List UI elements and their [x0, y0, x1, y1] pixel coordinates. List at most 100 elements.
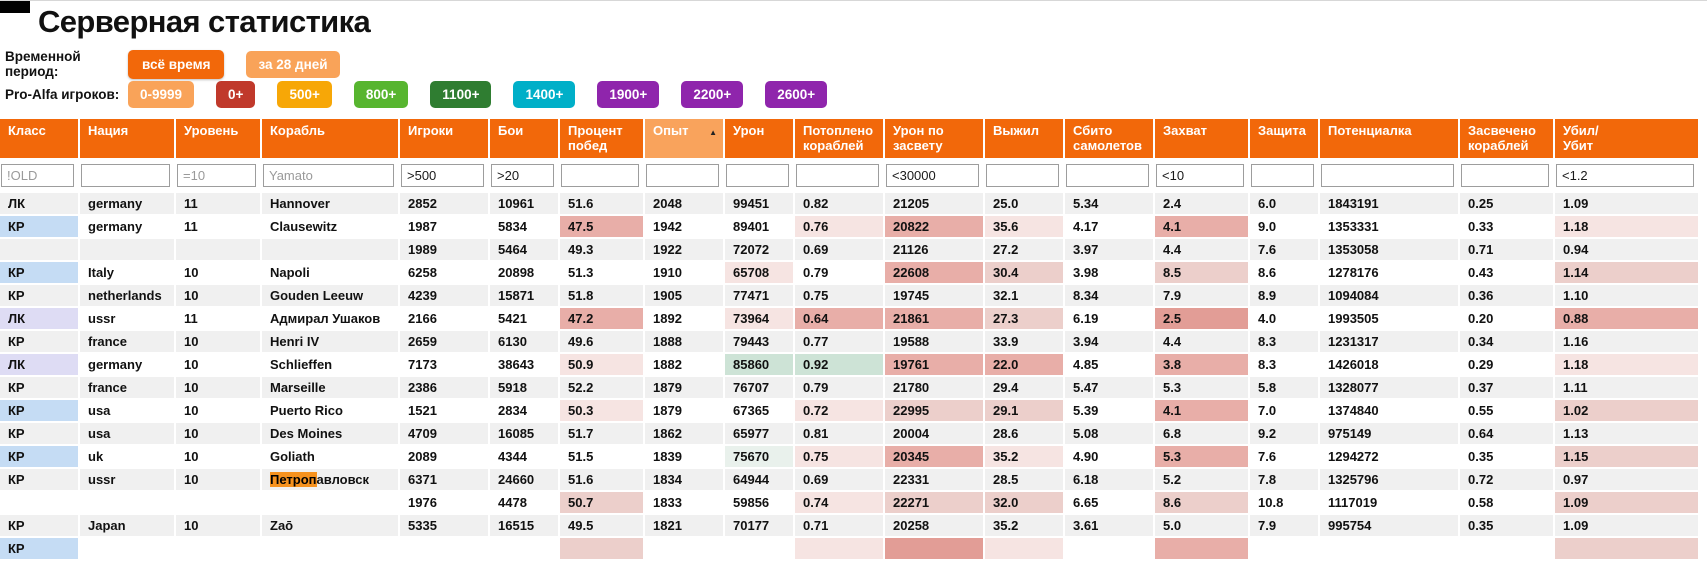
- filter-input-урон-по-засвету[interactable]: [886, 163, 979, 187]
- column-header-корабль[interactable]: Корабль: [262, 119, 400, 158]
- time-filter-button-за-28-дней[interactable]: за 28 дней: [246, 50, 340, 78]
- column-header-label: Игроки: [408, 123, 454, 138]
- cell-win-rate: 51.8: [560, 284, 645, 308]
- column-header-label: Бои: [498, 123, 524, 138]
- cell-ship-name[interactable]: Адмирал Ушаков: [262, 307, 400, 331]
- cell-ships-spotted: 0.36: [1460, 284, 1555, 308]
- column-header-бои[interactable]: Бои: [490, 119, 560, 158]
- filter-input-урон[interactable]: [726, 163, 789, 187]
- rating-filter-button-0+[interactable]: 0+: [216, 80, 256, 108]
- cell-planes-shot: 6.18: [1065, 468, 1155, 492]
- cell-win-rate: 51.6: [560, 468, 645, 492]
- column-header-защита[interactable]: Защита: [1250, 119, 1320, 158]
- rating-filter-button-2200+[interactable]: 2200+: [681, 80, 744, 108]
- cell-exp: 1821: [645, 514, 725, 538]
- column-header-урон-по-засвету[interactable]: Урон по засвету: [885, 119, 985, 158]
- filter-input-опыт[interactable]: [646, 163, 719, 187]
- table-row: ЛК germany 11 Hannover 2852 10961 51.6 2048 9945…: [0, 192, 1700, 216]
- cell-ship-name[interactable]: [262, 238, 400, 262]
- column-header-игроки[interactable]: Игроки: [400, 119, 490, 158]
- column-header-процент-побед[interactable]: Процент побед: [560, 119, 645, 158]
- rating-filter-button-1100+[interactable]: 1100+: [430, 80, 492, 108]
- cell-spotting-damage: 20258: [885, 514, 985, 538]
- column-header-потенциалка[interactable]: Потенциалка: [1320, 119, 1460, 158]
- filter-input-защита[interactable]: [1251, 163, 1314, 187]
- cell-spotting-damage: 21780: [885, 376, 985, 400]
- time-filter-button-всё-время[interactable]: всё время: [128, 49, 225, 79]
- cell-survived: 28.6: [985, 422, 1065, 446]
- rating-filter-button-1400+[interactable]: 1400+: [513, 80, 576, 108]
- cell-exp: 1839: [645, 445, 725, 469]
- column-header-выжил[interactable]: Выжил: [985, 119, 1065, 158]
- cell-ship-name[interactable]: Clausewitz: [262, 215, 400, 239]
- filter-input-класс[interactable]: [1, 163, 74, 187]
- filter-input-корабль[interactable]: [263, 163, 394, 187]
- column-header-сбито-самолетов[interactable]: Сбито самолетов: [1065, 119, 1155, 158]
- cell-ship-name[interactable]: Петропавловск: [262, 468, 400, 492]
- column-header-класс[interactable]: Класс: [0, 119, 80, 158]
- cell-players: 1987: [400, 215, 490, 239]
- filter-input-засвечено-кораблей[interactable]: [1461, 163, 1549, 187]
- filter-input-уровень[interactable]: [177, 163, 256, 187]
- cell-defense: 5.8: [1250, 376, 1320, 400]
- filter-input-потоплено-кораблей[interactable]: [796, 163, 879, 187]
- cell-ship-name[interactable]: Des Moines: [262, 422, 400, 446]
- cell-kill-death: 1.13: [1555, 422, 1700, 446]
- rating-filter-button-800+[interactable]: 800+: [353, 80, 409, 108]
- filter-input-потенциалка[interactable]: [1321, 163, 1454, 187]
- rating-filter-button-1900+[interactable]: 1900+: [597, 80, 660, 108]
- table-row: КР france 10 Marseille 2386 5918 52.2 1879 76707…: [0, 376, 1700, 400]
- cell-defense: 9.0: [1250, 215, 1320, 239]
- cell-planes-shot: [1065, 537, 1155, 561]
- cell-ship-name[interactable]: Napoli: [262, 261, 400, 285]
- filter-input-захват[interactable]: [1156, 163, 1244, 187]
- cell-ships-sunk: 0.74: [795, 491, 885, 515]
- cell-ship-name[interactable]: Goliath: [262, 445, 400, 469]
- rating-filter-button-2600+[interactable]: 2600+: [765, 80, 828, 108]
- filter-input-выжил[interactable]: [986, 163, 1059, 187]
- filter-input-сбито-самолетов[interactable]: [1066, 163, 1149, 187]
- cell-level: 11: [176, 215, 262, 239]
- column-header-убил-убит[interactable]: Убил/Убит: [1555, 119, 1700, 158]
- rating-filter-button-500+[interactable]: 500+: [277, 80, 332, 108]
- cell-ship-name[interactable]: Gouden Leeuw: [262, 284, 400, 308]
- column-header-уровень[interactable]: Уровень: [176, 119, 262, 158]
- filter-input-процент-побед[interactable]: [561, 163, 639, 187]
- cell-ship-name[interactable]: Schlieffen: [262, 353, 400, 377]
- cell-damage: 73964: [725, 307, 795, 331]
- column-header-потоплено-кораблей[interactable]: Потоплено кораблей: [795, 119, 885, 158]
- filter-input-убил-убит[interactable]: [1556, 163, 1694, 187]
- cell-kill-death: 0.97: [1555, 468, 1700, 492]
- cell-damage: 70177: [725, 514, 795, 538]
- cell-planes-shot: 3.98: [1065, 261, 1155, 285]
- filter-input-бои[interactable]: [491, 163, 554, 187]
- cell-damage: 67365: [725, 399, 795, 423]
- cell-spotting-damage: [885, 537, 985, 561]
- cell-ship-name[interactable]: Marseille: [262, 376, 400, 400]
- table-row: КР: [0, 537, 1700, 561]
- rating-filter-button-0-9999[interactable]: 0-9999: [128, 80, 195, 108]
- filter-input-нация[interactable]: [81, 163, 170, 187]
- cell-ship-name[interactable]: [262, 491, 400, 515]
- cell-ship-name[interactable]: [262, 537, 400, 561]
- cell-capture: [1155, 537, 1250, 561]
- column-header-label: Сбито самолетов: [1073, 123, 1142, 153]
- cell-ships-spotted: 0.43: [1460, 261, 1555, 285]
- cell-ship-name[interactable]: Puerto Rico: [262, 399, 400, 423]
- cell-ship-name[interactable]: Zaō: [262, 514, 400, 538]
- cell-survived: 27.2: [985, 238, 1065, 262]
- cell-exp: 1942: [645, 215, 725, 239]
- column-header-засвечено-кораблей[interactable]: Засвечено кораблей: [1460, 119, 1555, 158]
- column-header-захват[interactable]: Захват: [1155, 119, 1250, 158]
- cell-ships-spotted: [1460, 537, 1555, 561]
- cell-ship-name[interactable]: Henri IV: [262, 330, 400, 354]
- filter-input-игроки[interactable]: [401, 163, 484, 187]
- cell-players: 4239: [400, 284, 490, 308]
- cell-battles: 5421: [490, 307, 560, 331]
- table-row: КР usa 10 Puerto Rico 1521 2834 50.3 1879 67365 0…: [0, 399, 1700, 423]
- column-header-урон[interactable]: Урон: [725, 119, 795, 158]
- column-header-нация[interactable]: Нация: [80, 119, 176, 158]
- cell-ship-name[interactable]: Hannover: [262, 192, 400, 216]
- cell-planes-shot: 3.97: [1065, 238, 1155, 262]
- column-header-опыт[interactable]: Опыт ▲: [645, 119, 725, 158]
